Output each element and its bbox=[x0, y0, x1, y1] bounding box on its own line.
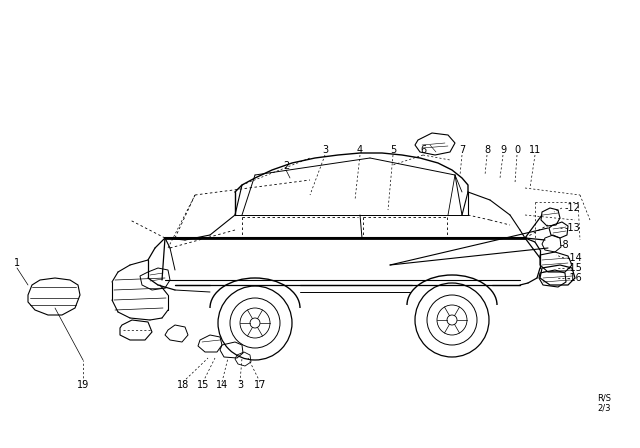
Text: 6: 6 bbox=[420, 145, 426, 155]
Text: 8: 8 bbox=[484, 145, 490, 155]
Text: -13: -13 bbox=[565, 223, 580, 233]
Text: 11: 11 bbox=[529, 145, 541, 155]
Text: 9: 9 bbox=[500, 145, 506, 155]
Text: -12: -12 bbox=[565, 203, 581, 213]
Text: 5: 5 bbox=[390, 145, 396, 155]
Text: 4: 4 bbox=[357, 145, 363, 155]
Text: 2/3: 2/3 bbox=[597, 404, 611, 413]
Text: 3: 3 bbox=[322, 145, 328, 155]
Text: -14: -14 bbox=[567, 253, 583, 263]
Text: 0: 0 bbox=[514, 145, 520, 155]
Text: -15: -15 bbox=[567, 263, 583, 273]
Text: 2: 2 bbox=[283, 161, 289, 171]
Text: 14: 14 bbox=[216, 380, 228, 390]
Text: 18: 18 bbox=[177, 380, 189, 390]
Text: 1: 1 bbox=[14, 258, 20, 268]
Text: 17: 17 bbox=[254, 380, 266, 390]
Text: -16: -16 bbox=[567, 273, 583, 283]
Text: 19: 19 bbox=[77, 380, 89, 390]
Text: -8: -8 bbox=[560, 240, 570, 250]
Text: 7: 7 bbox=[459, 145, 465, 155]
Text: R/S: R/S bbox=[597, 393, 611, 402]
Text: 15: 15 bbox=[197, 380, 209, 390]
Text: 3: 3 bbox=[237, 380, 243, 390]
